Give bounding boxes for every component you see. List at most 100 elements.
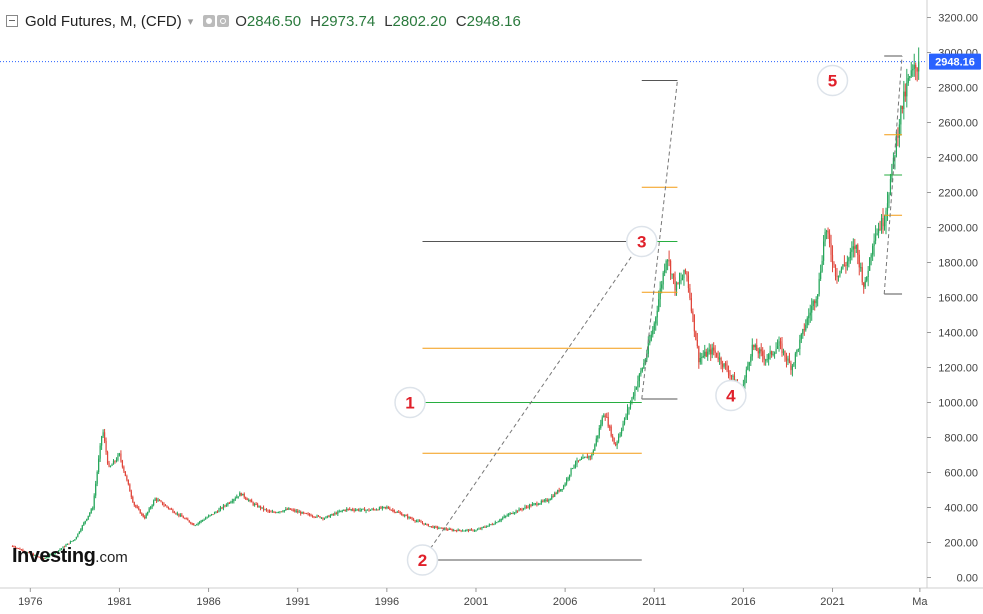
candle-body <box>686 272 688 276</box>
candle-body <box>77 533 79 537</box>
wave-label-circle[interactable] <box>626 225 658 258</box>
candle-body <box>484 526 486 528</box>
candle-body <box>729 374 731 376</box>
candle-body <box>623 417 626 424</box>
candle-body <box>631 397 633 403</box>
eye-icon[interactable] <box>203 15 216 27</box>
candle-body <box>246 498 248 501</box>
candle-body <box>616 441 618 446</box>
candle-body <box>874 235 877 241</box>
candle-body <box>205 518 207 520</box>
candle-body <box>283 510 285 512</box>
candle-body <box>179 514 181 516</box>
candle-body <box>135 505 137 507</box>
candle-body <box>766 359 768 361</box>
candle-body <box>756 345 758 351</box>
candle-body <box>757 350 759 354</box>
trend-dashed-line[interactable] <box>422 241 643 561</box>
candle-body <box>17 548 20 550</box>
gear-icon[interactable] <box>217 15 230 27</box>
close-key: C <box>455 12 467 30</box>
y-axis[interactable]: 0.00 200.00 400.00 600.00 800.00 1000.00 1200.… <box>926 0 978 588</box>
candle-body <box>565 479 568 484</box>
candle-body <box>551 496 553 499</box>
candle-body <box>185 518 187 520</box>
wave-label-circle[interactable] <box>715 379 747 412</box>
candle-body <box>124 471 126 477</box>
y-tick-label: 800.00 <box>944 433 978 445</box>
x-axis[interactable]: 1976 1981 1986 1991 1996 2001 2006 2011 2016 2021… <box>0 587 983 608</box>
candle-body <box>837 275 840 278</box>
candle-body <box>181 514 183 517</box>
candle-body <box>457 529 459 532</box>
candle-body <box>258 506 260 508</box>
candle-body <box>228 502 230 504</box>
candle-body <box>833 263 835 265</box>
symbol-title[interactable]: Gold Futures, M, (CFD) <box>25 12 182 30</box>
candle-body <box>164 505 167 507</box>
candle-body <box>380 507 382 509</box>
y-tick-label: 1800.00 <box>938 258 978 270</box>
candle-body <box>849 251 851 259</box>
wave-label-circle[interactable] <box>394 386 426 419</box>
candle-body <box>635 387 638 390</box>
candle-body <box>450 528 452 530</box>
candle-body <box>540 500 542 504</box>
candle-body <box>699 357 701 363</box>
candle-body <box>239 493 241 497</box>
candle-body <box>872 245 874 255</box>
candle-body <box>271 511 274 513</box>
candle-body <box>689 288 691 299</box>
candle-body <box>692 311 694 315</box>
wave-label-circle[interactable] <box>406 544 439 576</box>
candle-body <box>641 368 643 371</box>
candle-body <box>212 514 214 516</box>
candle-body <box>390 509 392 511</box>
chevron-down-icon[interactable]: ▾ <box>187 15 194 28</box>
candle-body <box>494 522 496 525</box>
candle-body <box>723 363 725 367</box>
candle-body <box>23 551 25 553</box>
wave-label-text[interactable]: 5 <box>828 72 837 91</box>
candle-body <box>824 231 826 242</box>
candle-body <box>190 522 192 524</box>
trend-dashed-line[interactable] <box>883 55 903 295</box>
candle-body <box>230 502 232 504</box>
candle-body <box>511 513 513 515</box>
drawing-overlays[interactable] <box>422 55 903 561</box>
candle-body <box>72 540 74 542</box>
open-value: 2846.50 <box>246 12 302 30</box>
x-tick-label: 2011 <box>642 596 666 608</box>
candle-body <box>224 505 226 507</box>
candle-body <box>518 508 520 512</box>
candle-body <box>906 82 908 97</box>
candle-body <box>462 530 464 532</box>
candle-body <box>335 513 337 515</box>
candle-body <box>320 517 323 519</box>
candle-body <box>586 456 588 459</box>
wave-label-circle[interactable] <box>816 64 849 97</box>
wave-label-text[interactable]: 3 <box>637 233 646 252</box>
candle-body <box>470 529 473 531</box>
wave-labels[interactable]: 1 2 3 4 5 <box>394 64 849 576</box>
candle-body <box>268 511 271 513</box>
trend-dashed-line[interactable] <box>641 80 678 400</box>
candle-body <box>583 457 586 459</box>
candle-body <box>448 528 450 530</box>
candle-body <box>153 500 155 506</box>
candle-body <box>430 526 433 528</box>
wave-label-text[interactable]: 4 <box>726 387 736 406</box>
y-tick-label: 600.00 <box>944 468 978 480</box>
y-tick-label: 2200.00 <box>938 188 978 200</box>
wave-label-text[interactable]: 1 <box>405 394 414 413</box>
y-tick-label: 1400.00 <box>938 328 978 340</box>
candle-body <box>543 500 545 502</box>
candle-body <box>442 527 444 530</box>
candle-body <box>637 381 639 388</box>
candle-body <box>888 194 890 204</box>
collapse-legend-icon[interactable] <box>6 15 18 27</box>
wave-label-text[interactable]: 2 <box>418 551 427 570</box>
candle-body <box>490 524 492 526</box>
